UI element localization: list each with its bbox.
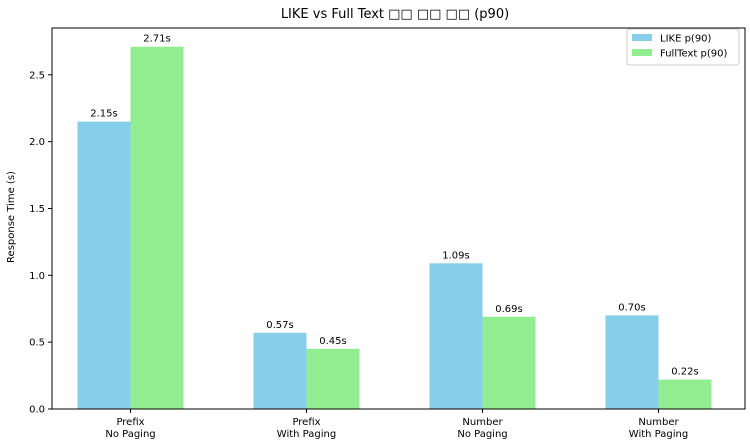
plot-frame — [51, 27, 746, 410]
y-axis-label: Response Time (s) — [6, 171, 17, 263]
legend: LIKE p(90) FullText p(90) — [626, 28, 740, 66]
legend-box — [626, 28, 740, 66]
legend-label-fulltext: FullText p(90) — [660, 49, 727, 60]
bar-value-label: 0.69s — [495, 304, 522, 315]
bar-like-1 — [253, 332, 307, 409]
legend-label-like: LIKE p(90) — [660, 34, 712, 45]
bar-value-label: 1.09s — [442, 250, 469, 261]
x-tick-label: No Paging — [457, 429, 507, 440]
plot-layer: 2.15s 0.57s 1.09s 0.70s 2.71s 0.45s 0.69s 0.22s — [77, 34, 712, 409]
bar-like-0 — [77, 121, 131, 409]
bar-value-label: 2.71s — [143, 34, 170, 45]
bar-fulltext-3 — [658, 379, 712, 409]
bar-like-2 — [429, 263, 483, 409]
y-tick-label: 0.5 — [29, 338, 45, 349]
bar-fulltext-2 — [482, 316, 536, 409]
x-tick-label: Prefix — [116, 417, 144, 428]
bar-like-3 — [605, 315, 659, 409]
y-tick-label: 1.5 — [29, 204, 45, 215]
bar-value-label: 0.70s — [618, 302, 645, 313]
x-tick-label: No Paging — [105, 429, 155, 440]
x-tick-label: Number — [638, 417, 679, 428]
x-tick-label: With Paging — [629, 429, 688, 440]
bar-value-label: 2.15s — [90, 109, 117, 120]
bar-value-label: 0.57s — [266, 320, 293, 331]
y-tick-label: 0.0 — [29, 405, 45, 416]
y-tick-label: 1.0 — [29, 271, 45, 282]
x-tick-label: Prefix — [292, 417, 320, 428]
chart-title: LIKE vs Full Text □□ □□ □□ (p90) — [281, 7, 509, 22]
x-tick-label: Number — [462, 417, 503, 428]
bar-value-label: 0.22s — [671, 367, 698, 378]
bar-fulltext-0 — [130, 46, 184, 409]
bar-fulltext-1 — [306, 348, 360, 409]
y-tick-label: 2.0 — [29, 137, 45, 148]
legend-swatch-like — [632, 34, 652, 41]
y-tick-label: 2.5 — [29, 70, 45, 81]
legend-swatch-fulltext — [632, 49, 652, 56]
x-tick-label: With Paging — [277, 429, 336, 440]
bar-value-label: 0.45s — [319, 336, 346, 347]
